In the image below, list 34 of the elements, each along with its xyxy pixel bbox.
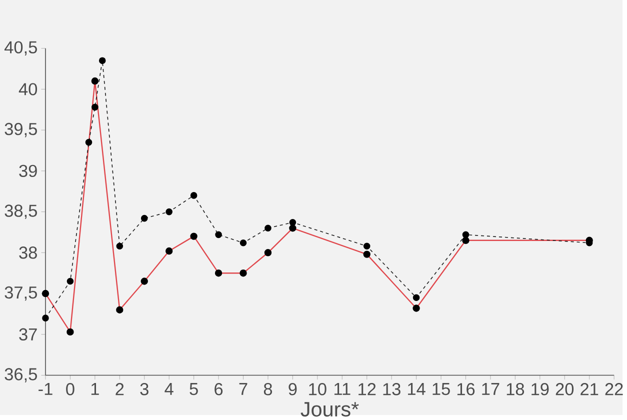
x-tick-label: -1 bbox=[38, 383, 52, 395]
x-tick-label: 0 bbox=[66, 383, 74, 396]
x-tick-label: 5 bbox=[190, 383, 198, 396]
x-tick-label: 1 bbox=[91, 383, 99, 395]
x-tick-label: 3 bbox=[140, 383, 148, 396]
y-tick-label: 39,5 bbox=[4, 122, 37, 138]
y-tick-label: 37,5 bbox=[4, 286, 37, 301]
x-tick-label: 20 bbox=[556, 383, 574, 396]
y-tick-label: 37 bbox=[19, 328, 37, 341]
x-tick-label: 8 bbox=[264, 383, 272, 396]
x-tick-label: 21 bbox=[580, 383, 598, 396]
x-tick-label: 19 bbox=[532, 383, 549, 396]
y-tick-label: 40 bbox=[18, 83, 38, 96]
x-tick-label: 15 bbox=[432, 383, 450, 396]
x-tick-label: 14 bbox=[408, 383, 426, 395]
y-tick-label: 40,5 bbox=[4, 41, 37, 56]
y-tick-label: 36,5 bbox=[4, 368, 37, 382]
x-tick-label: 9 bbox=[288, 383, 297, 396]
x-tick-label: 17 bbox=[482, 383, 500, 395]
y-tick-label: 39 bbox=[19, 164, 37, 178]
x-tick-label: 18 bbox=[506, 383, 524, 396]
x-tick-label: 16 bbox=[457, 383, 475, 396]
x-tick-label: 2 bbox=[116, 383, 124, 396]
y-tick-label: 38 bbox=[19, 246, 37, 259]
y-tick-label: 38,5 bbox=[4, 204, 37, 219]
x-tick-label: 12 bbox=[358, 383, 376, 396]
x-tick-label: 6 bbox=[214, 383, 223, 396]
x-tick-label: 10 bbox=[309, 383, 326, 396]
x-tick-label: 13 bbox=[383, 383, 400, 396]
x-tick-label: 7 bbox=[239, 383, 248, 395]
x-tick-label: 22 bbox=[605, 383, 623, 396]
x-tick-label: 11 bbox=[334, 383, 350, 395]
x-tick-label: 4 bbox=[164, 383, 174, 395]
x-axis-title: Jours* bbox=[300, 402, 359, 417]
